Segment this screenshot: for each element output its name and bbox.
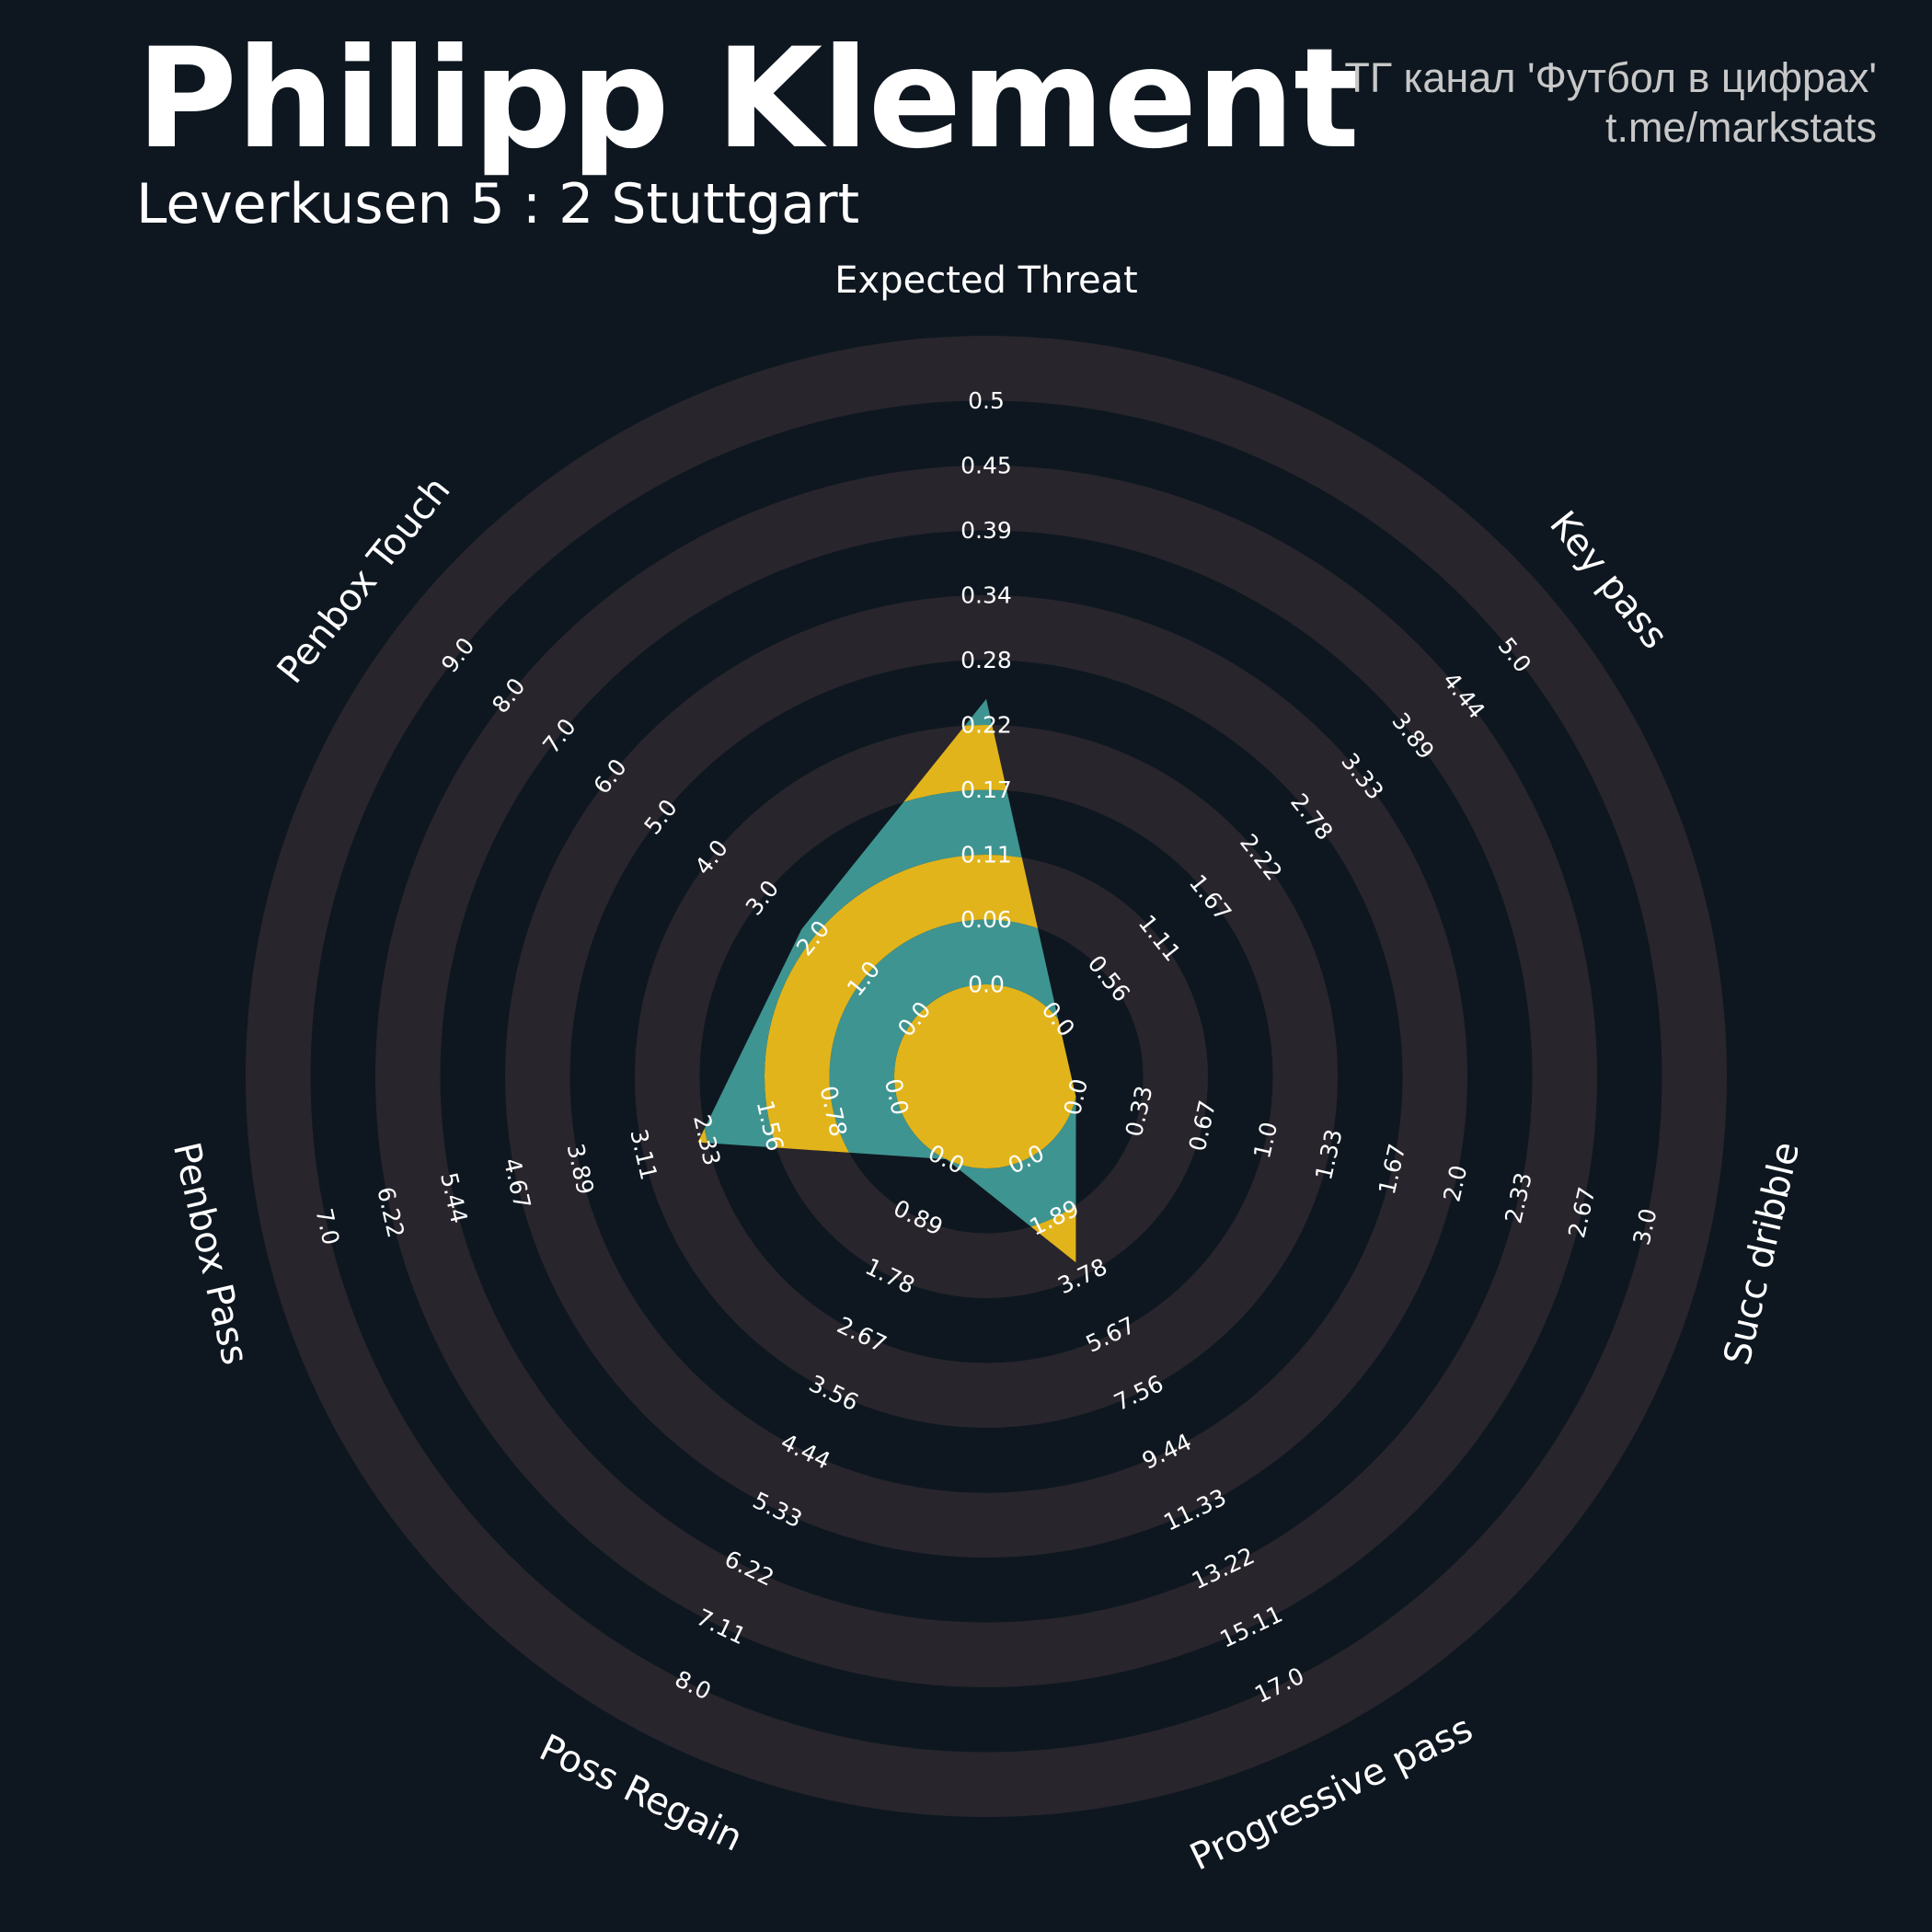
tick-label: 0.22 xyxy=(960,712,1012,739)
credit-channel-link: t.me/markstats xyxy=(1604,104,1877,151)
param-label: Expected Threat xyxy=(834,259,1138,302)
channel-credit: TГ канал 'Футбол в цифрах' t.me/markstat… xyxy=(1344,53,1877,153)
tick-label: 0.28 xyxy=(960,647,1012,673)
tick-label: 0.45 xyxy=(960,453,1012,479)
tick-label: 0.06 xyxy=(960,906,1012,933)
param-label: Penbox Pass xyxy=(165,1138,257,1368)
tick-label: 0.39 xyxy=(960,517,1012,544)
tick-label: 0.17 xyxy=(960,776,1012,803)
credit-channel-name: TГ канал 'Футбол в цифрах' xyxy=(1344,54,1877,101)
tick-label: 0.5 xyxy=(968,387,1005,414)
value-core xyxy=(894,984,1076,1168)
tick-label: 0.0 xyxy=(968,972,1005,998)
tick-label: 0.11 xyxy=(960,842,1012,868)
player-name-title: Philipp Klement xyxy=(136,19,1360,179)
param-label: Succ dribble xyxy=(1716,1138,1808,1369)
match-score-subtitle: Leverkusen 5 : 2 Stuttgart xyxy=(136,172,860,236)
tick-label: 0.34 xyxy=(960,582,1012,609)
